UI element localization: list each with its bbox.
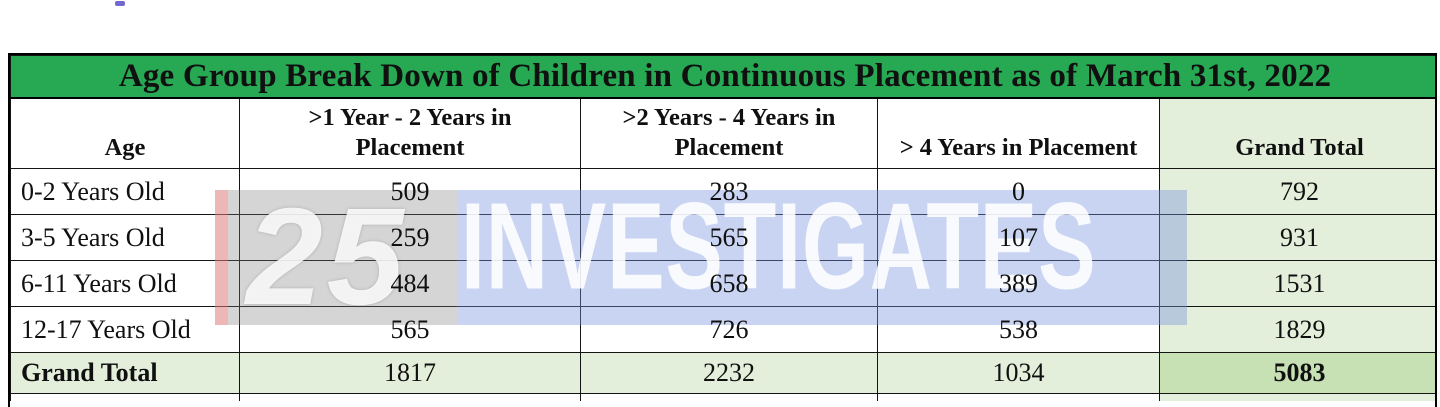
row-label: 12-17 Years Old bbox=[10, 306, 240, 353]
table-row-6-11: 6-11 Years Old 484 658 389 1531 bbox=[10, 260, 1435, 307]
cell-row-total: 931 bbox=[1158, 214, 1435, 261]
cell-grand-total: 5083 bbox=[1158, 352, 1435, 394]
cell-row-total: 1829 bbox=[1158, 306, 1435, 353]
cell-column-total: 1034 bbox=[877, 352, 1160, 394]
cell-column-total: 1817 bbox=[239, 352, 581, 394]
cell-column-total: 2232 bbox=[580, 352, 878, 394]
cell-value: 509 bbox=[239, 168, 581, 215]
placement-table-container: Age Group Break Down of Children in Cont… bbox=[8, 53, 1437, 407]
table-title-row: Age Group Break Down of Children in Cont… bbox=[10, 55, 1435, 99]
placement-table: Age Group Break Down of Children in Cont… bbox=[10, 55, 1435, 401]
cell-value: 726 bbox=[580, 306, 878, 353]
table-row-0-2: 0-2 Years Old 509 283 0 792 bbox=[10, 168, 1435, 215]
column-header-4plus-years: > 4 Years in Placement bbox=[877, 97, 1160, 169]
column-header-1-2-years: >1 Year - 2 Years in Placement bbox=[239, 97, 581, 169]
cell-value: 107 bbox=[877, 214, 1160, 261]
table-title: Age Group Break Down of Children in Cont… bbox=[118, 57, 1332, 94]
page-artifact-dot bbox=[115, 1, 125, 6]
row-label: 3-5 Years Old bbox=[10, 214, 240, 261]
column-header-2-4-years: >2 Years - 4 Years in Placement bbox=[580, 97, 878, 169]
row-label: 6-11 Years Old bbox=[10, 260, 240, 307]
cell-value: 389 bbox=[877, 260, 1160, 307]
grand-total-row-label: Grand Total bbox=[10, 352, 240, 394]
table-row-12-17: 12-17 Years Old 565 726 538 1829 bbox=[10, 306, 1435, 353]
cell-value: 538 bbox=[877, 306, 1160, 353]
table-row-3-5: 3-5 Years Old 259 565 107 931 bbox=[10, 214, 1435, 261]
cell-value: 658 bbox=[580, 260, 878, 307]
cell-value: 283 bbox=[580, 168, 878, 215]
cutoff-row-stub bbox=[10, 393, 1435, 401]
column-header-grand-total: Grand Total bbox=[1158, 97, 1435, 169]
cell-value: 484 bbox=[239, 260, 581, 307]
table-title-cell: Age Group Break Down of Children in Cont… bbox=[10, 55, 1435, 99]
cell-value: 565 bbox=[580, 214, 878, 261]
cell-value: 259 bbox=[239, 214, 581, 261]
cell-row-total: 792 bbox=[1158, 168, 1435, 215]
cell-value: 565 bbox=[239, 306, 581, 353]
column-header-age: Age bbox=[10, 97, 240, 169]
table-header-row: Age >1 Year - 2 Years in Placement >2 Ye… bbox=[10, 97, 1435, 169]
row-label: 0-2 Years Old bbox=[10, 168, 240, 215]
table-row-grand-total: Grand Total 1817 2232 1034 5083 bbox=[10, 352, 1435, 394]
cell-row-total: 1531 bbox=[1158, 260, 1435, 307]
cell-value: 0 bbox=[877, 168, 1160, 215]
